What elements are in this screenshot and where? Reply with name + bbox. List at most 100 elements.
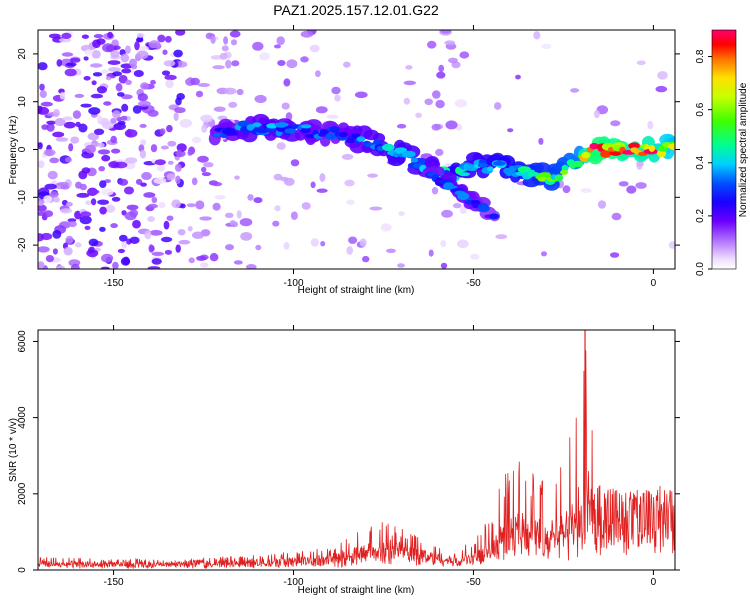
noise-blob xyxy=(98,142,105,148)
noise-blob xyxy=(59,92,66,100)
noise-blob xyxy=(122,256,130,265)
noise-blob xyxy=(343,61,351,68)
noise-blob xyxy=(148,244,154,253)
ridge-blob xyxy=(668,143,675,150)
noise-blob xyxy=(176,149,183,157)
noise-blob xyxy=(125,79,132,85)
colorbar: 0.0 0.2 0.4 0.6 0.8 Normalized spectral ampl… xyxy=(695,29,749,276)
noise-blob xyxy=(126,128,132,138)
noise-blob xyxy=(68,221,77,228)
noise-blob xyxy=(174,163,182,172)
noise-blob xyxy=(452,203,462,209)
noise-blob xyxy=(105,76,112,81)
noise-blob xyxy=(149,229,163,236)
noise-blob xyxy=(147,109,159,117)
colorbar-frame xyxy=(711,29,737,270)
noise-blob xyxy=(398,211,405,216)
noise-blob xyxy=(49,157,60,164)
noise-blob xyxy=(79,215,92,225)
colorbar-tick-label: 0.8 xyxy=(695,49,706,63)
noise-blob xyxy=(85,144,96,154)
ridge-blob xyxy=(457,192,470,201)
noise-blob xyxy=(274,205,281,212)
noise-blob xyxy=(83,56,89,61)
noise-blob xyxy=(117,92,125,97)
noise-blob xyxy=(346,246,354,255)
noise-blob xyxy=(84,225,91,230)
noise-blob xyxy=(626,185,637,194)
noise-blob xyxy=(459,205,467,214)
noise-blob xyxy=(98,166,105,172)
noise-blob xyxy=(75,121,81,127)
y-tick-label: -10 xyxy=(17,190,28,205)
noise-blob xyxy=(438,64,445,73)
noise-blob xyxy=(156,165,166,172)
noise-blob xyxy=(46,120,57,125)
noise-blob xyxy=(113,122,126,131)
ridge-blob xyxy=(300,124,312,129)
ridge-blob xyxy=(628,142,640,150)
noise-blob xyxy=(112,71,123,77)
noise-blob xyxy=(597,200,607,209)
noise-blob xyxy=(147,216,156,222)
noise-blob xyxy=(403,97,411,105)
noise-blob xyxy=(132,219,141,229)
noise-blob xyxy=(43,195,53,204)
noise-blob xyxy=(139,45,149,51)
noise-blob xyxy=(436,71,446,79)
noise-blob xyxy=(160,145,169,150)
noise-blob xyxy=(647,120,654,130)
noise-blob xyxy=(440,30,451,34)
snr-line-series xyxy=(38,330,675,570)
noise-blob xyxy=(276,36,285,45)
noise-blob xyxy=(195,90,204,98)
noise-blob xyxy=(56,182,70,187)
noise-blob xyxy=(166,124,173,133)
noise-blob xyxy=(165,35,172,43)
spectrogram-y-axis-label: Frequency (Hz) xyxy=(8,116,19,185)
noise-blob xyxy=(111,148,121,154)
noise-blob xyxy=(133,70,144,77)
noise-blob xyxy=(143,192,156,198)
noise-blob xyxy=(283,242,290,250)
noise-blob xyxy=(441,209,453,218)
noise-blob xyxy=(86,249,99,258)
noise-blob xyxy=(221,45,229,52)
ridge-blob xyxy=(600,150,612,158)
colorbar-ticks: 0.0 0.2 0.4 0.6 0.8 xyxy=(695,49,712,276)
noise-blob xyxy=(186,203,196,208)
noise-blob xyxy=(369,206,383,211)
noise-blob xyxy=(59,38,72,43)
noise-blob xyxy=(192,136,202,144)
noise-blob xyxy=(96,86,107,94)
noise-blob xyxy=(315,106,328,114)
noise-blob xyxy=(55,137,69,142)
noise-blob xyxy=(191,177,198,186)
ridge-blob xyxy=(300,127,311,134)
ridge-blob xyxy=(477,162,488,168)
noise-blob xyxy=(319,173,326,182)
noise-blob xyxy=(115,83,123,92)
noise-blob xyxy=(276,142,286,150)
x-tick-label: -150 xyxy=(104,577,124,588)
noise-blob xyxy=(100,266,110,269)
noise-blob xyxy=(200,114,213,123)
noise-blob xyxy=(164,249,172,255)
noise-blob xyxy=(163,220,170,230)
noise-blob xyxy=(300,30,314,38)
colorbar-label: Normalized spectral amplitude xyxy=(738,82,749,217)
noise-blob xyxy=(362,255,370,263)
ridge-blob xyxy=(472,202,479,209)
ridge-blob xyxy=(489,213,500,220)
noise-blob xyxy=(253,197,263,204)
noise-blob xyxy=(192,231,204,239)
noise-blob xyxy=(60,208,73,214)
noise-blob xyxy=(75,181,82,189)
noise-blob xyxy=(74,93,85,98)
noise-blob xyxy=(125,45,131,54)
ridge-blob xyxy=(338,131,348,138)
noise-blob xyxy=(233,260,243,265)
noise-blob xyxy=(85,200,92,205)
noise-blob xyxy=(38,204,47,212)
